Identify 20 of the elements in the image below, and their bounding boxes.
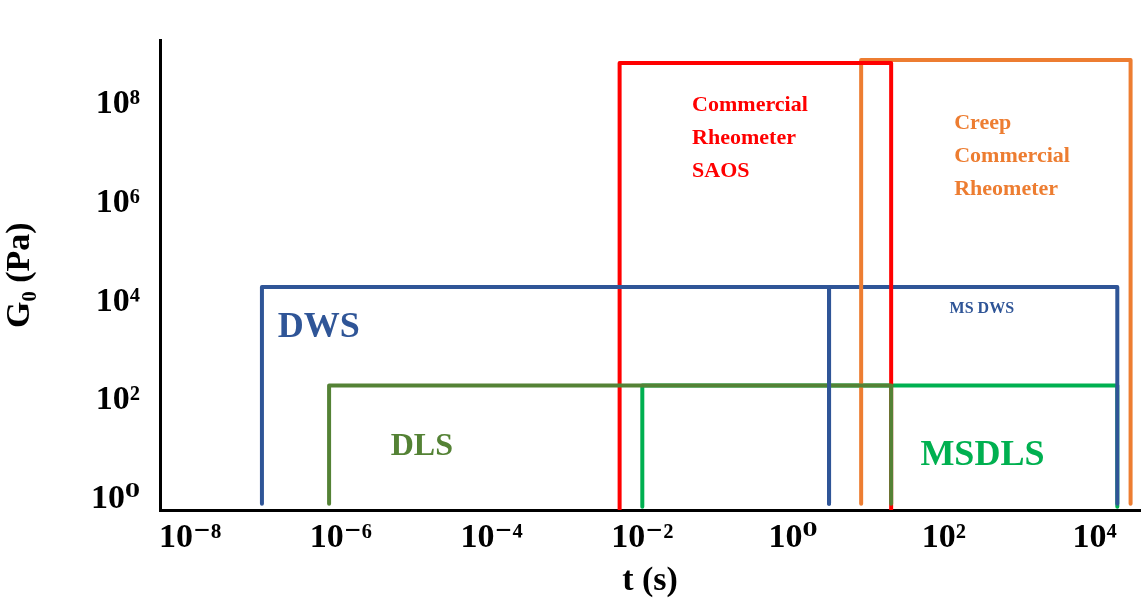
y-tick-label: 10⁸	[95, 83, 140, 121]
x-tick-label: 10⁰	[768, 517, 818, 555]
y-tick-label: 10⁰	[91, 477, 140, 515]
x-tick-label: 10⁻⁶	[309, 517, 372, 555]
y-axis-title: G₀ (Pa)	[0, 222, 38, 328]
y-tick-label: 10²	[95, 379, 140, 417]
series-label: DWS	[277, 305, 360, 346]
text: Creep Commercial Rheometer	[954, 109, 1070, 201]
series-label: Commercial Rheometer SAOS	[692, 90, 808, 182]
x-tick-label: 10⁻⁴	[460, 517, 523, 555]
series-label: MSDLS	[920, 433, 1045, 474]
series-label: DLS	[390, 426, 453, 463]
y-tick-label: 10⁶	[95, 181, 140, 219]
x-axis-title: t (s)	[622, 560, 678, 599]
x-tick-label: 10⁻²	[611, 517, 674, 555]
x-tick-label: 10⁻⁸	[158, 517, 222, 555]
series-label: MS DWS	[949, 298, 1015, 316]
y-tick-label: 10⁴	[95, 280, 140, 318]
x-tick-label: 10⁴	[1072, 517, 1117, 555]
x-tick-label: 10²	[921, 517, 966, 555]
